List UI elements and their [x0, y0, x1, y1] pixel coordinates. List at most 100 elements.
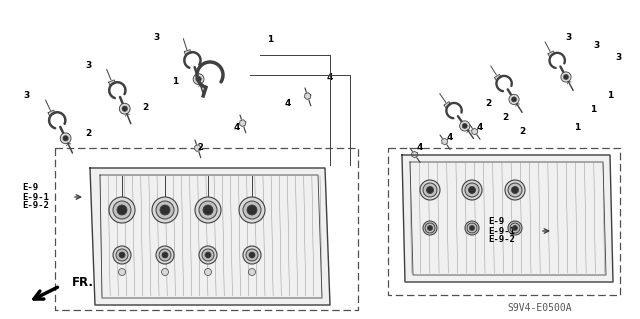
Polygon shape: [442, 138, 447, 145]
Circle shape: [109, 197, 135, 223]
Circle shape: [60, 133, 71, 144]
Polygon shape: [444, 102, 451, 108]
Circle shape: [196, 77, 201, 82]
Text: 1: 1: [172, 78, 178, 86]
Text: 4: 4: [327, 73, 333, 83]
Circle shape: [239, 197, 265, 223]
Text: 4: 4: [417, 144, 423, 152]
Circle shape: [511, 97, 516, 102]
Circle shape: [119, 252, 125, 258]
Circle shape: [152, 197, 178, 223]
Text: 1: 1: [590, 106, 596, 115]
Text: 3: 3: [616, 54, 622, 63]
Circle shape: [465, 183, 479, 197]
Circle shape: [113, 246, 131, 264]
Circle shape: [561, 72, 571, 82]
Text: 4: 4: [285, 99, 291, 108]
Polygon shape: [90, 168, 330, 305]
Polygon shape: [402, 155, 613, 282]
Circle shape: [423, 183, 437, 197]
Text: 1: 1: [267, 35, 273, 44]
Circle shape: [470, 226, 474, 231]
Text: 1: 1: [574, 122, 580, 131]
Text: 3: 3: [593, 41, 599, 50]
Text: E-9-2: E-9-2: [22, 202, 49, 211]
Circle shape: [193, 74, 204, 85]
Circle shape: [465, 221, 479, 235]
Circle shape: [460, 121, 470, 131]
Circle shape: [426, 187, 433, 194]
Circle shape: [563, 74, 568, 79]
Text: E-9: E-9: [488, 218, 504, 226]
Circle shape: [199, 201, 217, 219]
Circle shape: [508, 183, 522, 197]
Circle shape: [243, 201, 261, 219]
Circle shape: [156, 246, 174, 264]
Circle shape: [468, 187, 476, 194]
Text: S9V4-E0500A: S9V4-E0500A: [508, 303, 572, 313]
Text: 2: 2: [142, 102, 148, 112]
Polygon shape: [472, 128, 477, 135]
Circle shape: [247, 205, 257, 215]
Circle shape: [428, 226, 433, 231]
Circle shape: [205, 269, 211, 276]
Circle shape: [425, 223, 435, 233]
Polygon shape: [412, 151, 417, 158]
Polygon shape: [48, 110, 55, 116]
Circle shape: [513, 226, 518, 231]
Circle shape: [195, 197, 221, 223]
Polygon shape: [184, 50, 191, 55]
Text: 3: 3: [154, 33, 160, 42]
Circle shape: [420, 180, 440, 200]
Circle shape: [119, 103, 130, 114]
Circle shape: [161, 269, 168, 276]
Circle shape: [423, 221, 437, 235]
Polygon shape: [239, 120, 246, 126]
Polygon shape: [305, 93, 311, 100]
Circle shape: [248, 269, 255, 276]
Text: E-9-2: E-9-2: [488, 235, 515, 244]
Polygon shape: [195, 145, 201, 152]
Text: E-9-1: E-9-1: [22, 192, 49, 202]
Text: 2: 2: [85, 129, 91, 137]
Text: 4: 4: [234, 123, 240, 132]
Text: 1: 1: [607, 91, 613, 100]
Circle shape: [202, 249, 214, 261]
Circle shape: [467, 223, 477, 233]
Circle shape: [505, 180, 525, 200]
Circle shape: [117, 205, 127, 215]
Circle shape: [462, 123, 467, 129]
Polygon shape: [548, 51, 555, 57]
Circle shape: [510, 223, 520, 233]
Circle shape: [156, 201, 174, 219]
Text: FR.: FR.: [72, 276, 94, 288]
Circle shape: [199, 246, 217, 264]
Circle shape: [203, 205, 213, 215]
Text: 4: 4: [477, 123, 483, 132]
Circle shape: [116, 249, 128, 261]
Circle shape: [462, 180, 482, 200]
Polygon shape: [109, 80, 116, 85]
Text: 4: 4: [447, 133, 453, 143]
Circle shape: [243, 246, 261, 264]
Polygon shape: [495, 74, 501, 80]
Circle shape: [63, 136, 68, 141]
Text: E-9: E-9: [22, 183, 38, 192]
Text: 2: 2: [485, 99, 491, 108]
Circle shape: [159, 249, 171, 261]
Text: 2: 2: [502, 113, 508, 122]
Circle shape: [205, 252, 211, 258]
Text: 2: 2: [519, 128, 525, 137]
Circle shape: [249, 252, 255, 258]
Circle shape: [509, 94, 519, 105]
Circle shape: [160, 205, 170, 215]
Circle shape: [511, 187, 518, 194]
Text: 3: 3: [24, 91, 30, 100]
Circle shape: [118, 269, 125, 276]
Text: 2: 2: [197, 144, 203, 152]
Circle shape: [162, 252, 168, 258]
Circle shape: [113, 201, 131, 219]
Circle shape: [246, 249, 258, 261]
Text: 3: 3: [85, 61, 91, 70]
Text: 3: 3: [566, 33, 572, 42]
